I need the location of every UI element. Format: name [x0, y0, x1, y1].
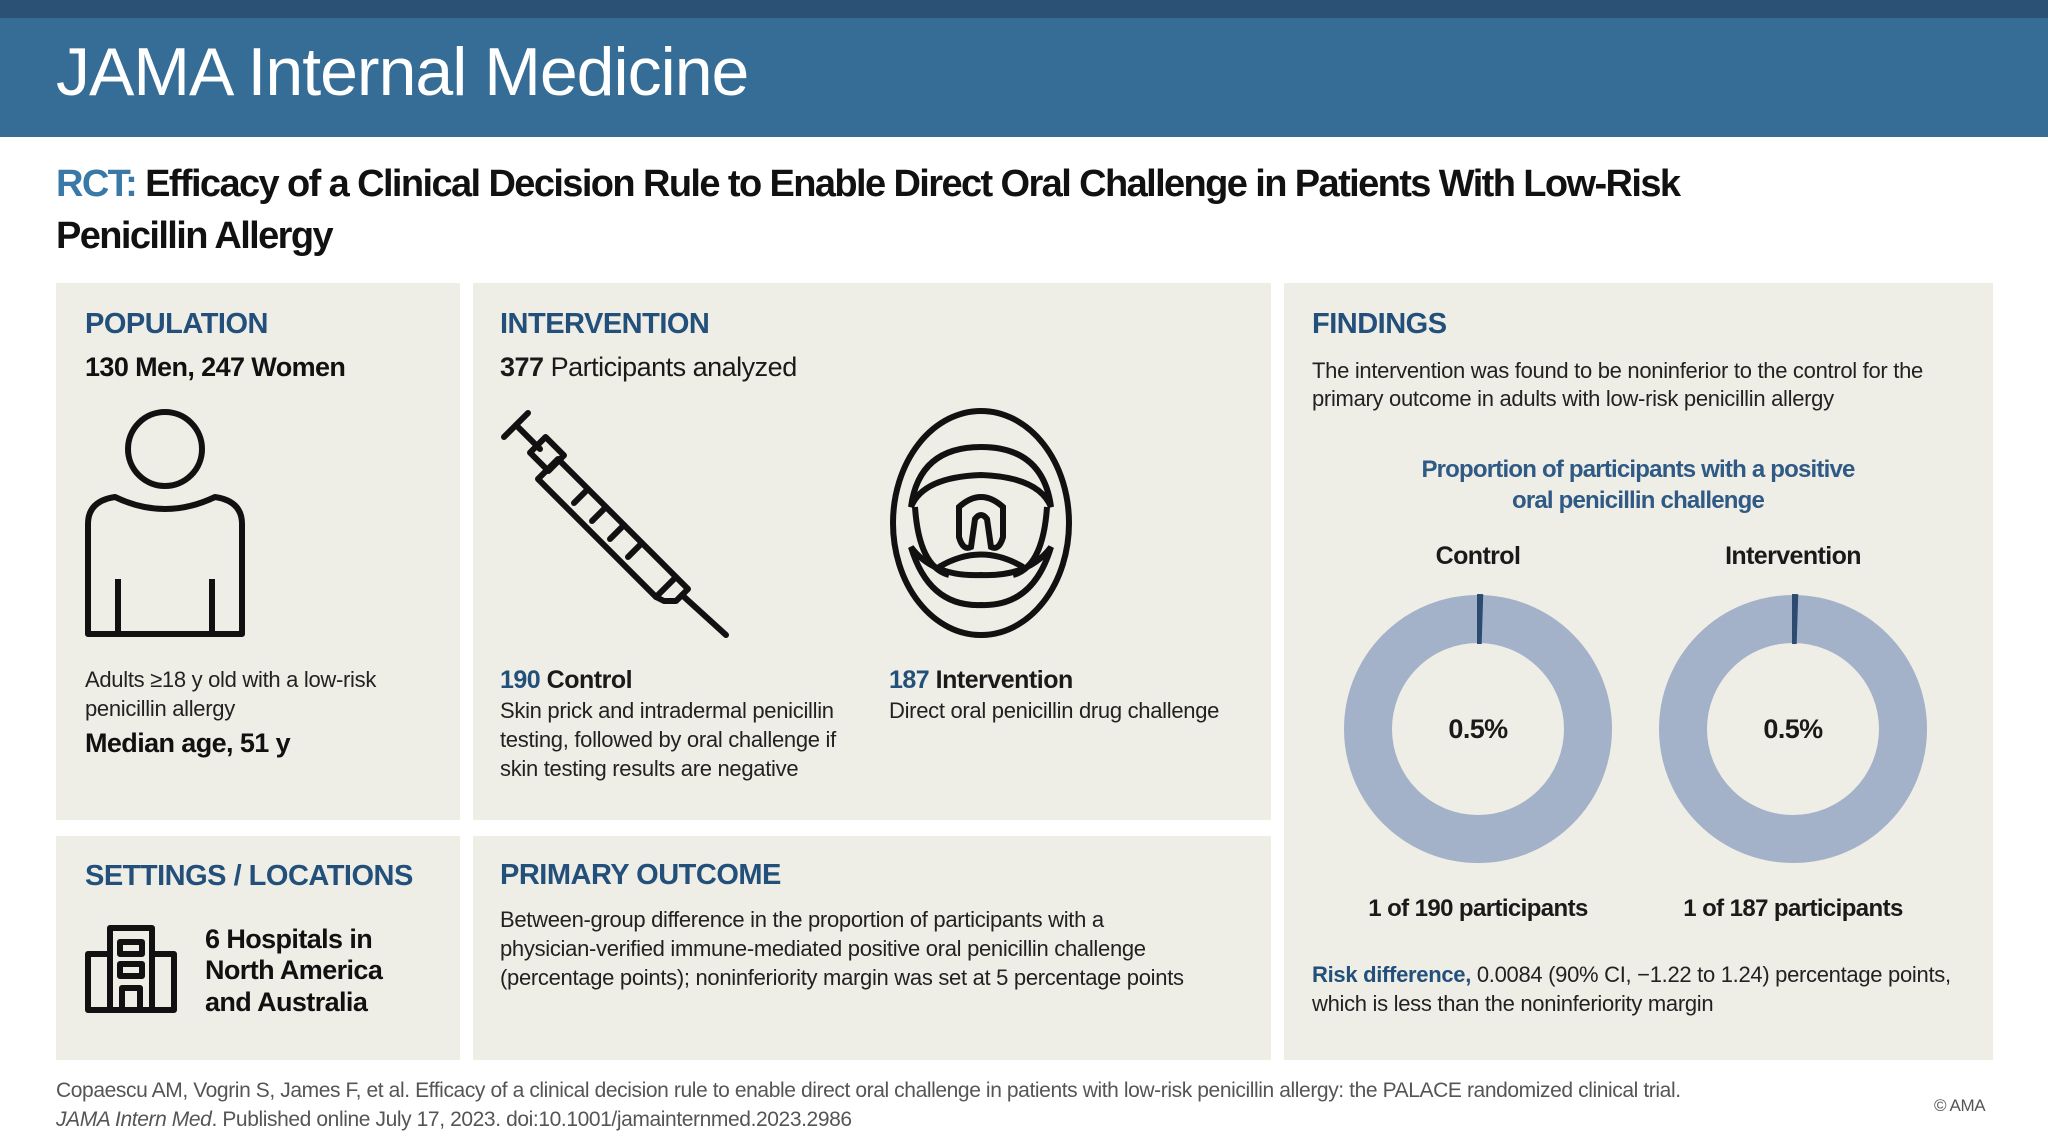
top-band: [0, 0, 2048, 18]
intervention-heading: INTERVENTION: [500, 308, 710, 340]
hospital-building-icon: [85, 925, 177, 1013]
settings-heading: SETTINGS / LOCATIONS: [85, 860, 413, 892]
settings-line-3: and Australia: [205, 987, 368, 1017]
journal-name: JAMA Internal Medicine: [56, 34, 749, 110]
chart-title-line-2: oral penicillin challenge: [1511, 487, 1765, 514]
findings-heading: FINDINGS: [1312, 308, 1447, 340]
participants-analyzed: 377 Participants analyzed: [500, 351, 797, 383]
population-heading: POPULATION: [85, 308, 268, 340]
settings-line-1: 6 Hospitals in: [205, 924, 373, 954]
copyright: © AMA: [1934, 1096, 1986, 1115]
citation-line-1: Copaescu AM, Vogrin S, James F, et al. E…: [56, 1079, 1681, 1102]
primary-outcome-line-1: Between-group difference in the proporti…: [500, 907, 1104, 932]
donut-label-intervention: Intervention: [1725, 542, 1861, 570]
participants-count: 377: [500, 352, 544, 382]
donut-slice-control: [1477, 593, 1484, 645]
syringe-icon: [501, 410, 729, 638]
open-mouth-icon: [890, 408, 1072, 638]
intervention-card: [473, 283, 1271, 820]
risk-difference-label: Risk difference,: [1312, 962, 1472, 987]
donut-value-control: 0.5%: [1448, 714, 1508, 744]
intervention-label: Intervention: [929, 666, 1074, 694]
population-desc-2: penicillin allergy: [85, 696, 235, 721]
settings-card: [56, 836, 460, 1060]
control-desc-2: testing, followed by oral challenge if: [500, 727, 836, 752]
journal-abbrev: JAMA Intern Med: [56, 1108, 212, 1131]
control-group-label: 190 Control: [500, 666, 633, 695]
donut-value-intervention: 0.5%: [1763, 714, 1823, 744]
control-desc-1: Skin prick and intradermal penicillin: [500, 698, 834, 723]
journal-header: [0, 18, 2048, 137]
chart-title-line-1: Proportion of participants with a positi…: [1421, 456, 1855, 483]
findings-line-2: primary outcome in adults with low-risk …: [1312, 386, 1834, 411]
title-line2: Penicillin Allergy: [56, 215, 334, 257]
person-icon: [85, 409, 245, 637]
donut-slice-intervention: [1792, 593, 1799, 645]
risk-difference-line-1: Risk difference, 0.0084 (90% CI, −1.22 t…: [1312, 960, 1951, 989]
control-label: Control: [540, 666, 633, 694]
median-age: Median age, 51 y: [85, 728, 291, 758]
donut-caption-control: 1 of 190 participants: [1368, 895, 1588, 922]
primary-outcome-card: [473, 836, 1271, 1060]
primary-outcome-heading: PRIMARY OUTCOME: [500, 859, 781, 891]
intervention-desc: Direct oral penicillin drug challenge: [889, 698, 1220, 723]
population-summary: 130 Men, 247 Women: [85, 352, 346, 382]
citation-details: . Published online July 17, 2023. doi:10…: [211, 1108, 852, 1131]
donut-label-control: Control: [1435, 542, 1521, 570]
donut-charts: [1344, 593, 1927, 863]
risk-difference-value: 0.0084 (90% CI, −1.22 to 1.24) percentag…: [1471, 962, 1951, 987]
participants-label: Participants analyzed: [543, 352, 798, 382]
control-n: 190: [500, 666, 541, 694]
control-desc-3: skin testing results are negative: [500, 756, 799, 781]
donut-caption-intervention: 1 of 187 participants: [1683, 895, 1903, 922]
primary-outcome-line-2: physician-verified immune-mediated posit…: [500, 936, 1146, 961]
intervention-group-label: 187 Intervention: [889, 666, 1073, 695]
primary-outcome-line-3: (percentage points); noninferiority marg…: [500, 965, 1184, 990]
intervention-n: 187: [889, 666, 930, 694]
page-title: RCT: Efficacy of a Clinical Decision Rul…: [56, 161, 1681, 207]
population-desc-1: Adults ≥18 y old with a low-risk: [85, 667, 377, 692]
title-line1: Efficacy of a Clinical Decision Rule to …: [145, 163, 1681, 205]
population-card: [56, 283, 460, 820]
citation-line-2: JAMA Intern Med. Published online July 1…: [56, 1105, 852, 1134]
settings-line-2: North America: [205, 955, 383, 985]
risk-difference-line-2: which is less than the noninferiority ma…: [1312, 991, 1714, 1016]
title-label: RCT:: [56, 163, 138, 205]
findings-line-1: The intervention was found to be noninfe…: [1312, 358, 1923, 383]
